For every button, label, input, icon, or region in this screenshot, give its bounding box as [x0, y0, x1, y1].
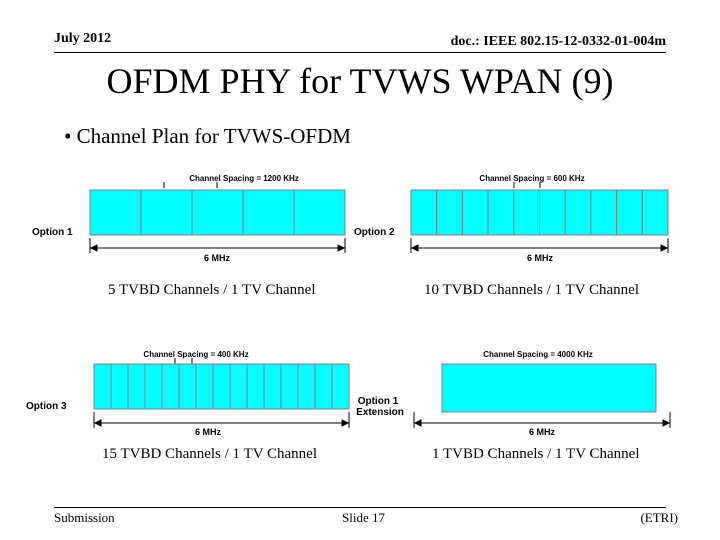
channel-block — [178, 363, 197, 410]
option-label-1: Option 1 — [32, 227, 73, 238]
caption-option-3: 15 TVBD Channels / 1 TV Channel — [102, 446, 317, 462]
spacing-arrow-1 — [163, 182, 218, 188]
spacing-label-1: Channel Spacing = 1200 KHz — [189, 174, 299, 183]
footer-submission: Submission — [54, 510, 115, 525]
channel-block — [263, 363, 282, 410]
footer-rule — [54, 507, 666, 508]
channel-block — [436, 189, 463, 236]
diagram-option-2: Channel Spacing = 600 KHz Option 2 6 MHz — [354, 174, 669, 263]
footer-slide-number: Slide 17 — [342, 510, 385, 525]
channel-block — [297, 363, 316, 410]
diagram-option-1-extension: Channel Spacing = 4000 KHz Option 1 Exte… — [356, 350, 671, 437]
channel-block — [212, 363, 231, 410]
channel-block — [314, 363, 333, 410]
header-date: July 2012 — [54, 31, 112, 46]
channel-block — [280, 363, 299, 410]
width-bracket-1 — [89, 238, 346, 253]
slide-title: OFDM PHY for TVWS WPAN (9) — [106, 61, 614, 101]
bullet-channel-plan: • Channel Plan for TVWS-OFDM — [64, 124, 351, 148]
channel-block-area-3 — [93, 363, 350, 410]
width-label-2: 6 MHz — [527, 253, 554, 263]
channel-block-area-1 — [89, 189, 346, 236]
option-label-4-extension: Extension — [356, 407, 404, 418]
channel-block — [331, 363, 350, 410]
header-doc-id: doc.: IEEE 802.15-12-0332-01-004m — [450, 34, 666, 49]
diagram-option-1: Channel Spacing = 1200 KHz Option 1 6 MH… — [32, 174, 346, 263]
channel-block — [242, 189, 295, 236]
spacing-label-4: Channel Spacing = 4000 KHz — [483, 350, 593, 359]
option-label-4: Option 1 — [358, 396, 399, 407]
spacing-label-3: Channel Spacing = 400 KHz — [143, 350, 248, 359]
channel-block — [441, 363, 657, 413]
channel-block — [616, 189, 643, 236]
header-rule — [54, 52, 666, 53]
channel-block — [246, 363, 265, 410]
caption-option-1: 5 TVBD Channels / 1 TV Channel — [108, 282, 316, 298]
width-label-4: 6 MHz — [529, 427, 556, 437]
option-label-2: Option 2 — [354, 227, 395, 238]
channel-block — [229, 363, 248, 410]
channel-block — [89, 189, 142, 236]
channel-block — [590, 189, 618, 236]
channel-block — [487, 189, 515, 236]
channel-block — [127, 363, 146, 410]
channel-block — [93, 363, 112, 410]
spacing-label-2: Channel Spacing = 600 KHz — [479, 174, 584, 183]
channel-block — [410, 189, 438, 236]
diagram-option-3: Channel Spacing = 400 KHz Option 3 6 MHz — [26, 350, 350, 437]
channel-block — [513, 189, 541, 236]
channel-block — [191, 189, 244, 236]
channel-block — [539, 189, 566, 236]
channel-block — [293, 189, 346, 236]
channel-block — [144, 363, 163, 410]
footer-org: (ETRI) — [640, 510, 678, 525]
width-label-3: 6 MHz — [195, 427, 222, 437]
channel-block — [641, 189, 669, 236]
width-bracket-3 — [93, 412, 350, 428]
channel-block-area-4 — [441, 363, 657, 413]
channel-block-area-2 — [410, 189, 669, 236]
caption-option-2: 10 TVBD Channels / 1 TV Channel — [424, 282, 639, 298]
channel-block — [564, 189, 592, 236]
caption-option-1-extension: 1 TVBD Channels / 1 TV Channel — [432, 446, 640, 462]
option-label-3: Option 3 — [26, 401, 67, 412]
channel-block — [140, 189, 193, 236]
channel-block — [461, 189, 489, 236]
channel-block — [110, 363, 129, 410]
width-bracket-2 — [410, 238, 669, 253]
width-label-1: 6 MHz — [204, 253, 231, 263]
width-bracket-4 — [413, 412, 671, 428]
channel-block — [161, 363, 180, 410]
channel-block — [195, 363, 214, 410]
